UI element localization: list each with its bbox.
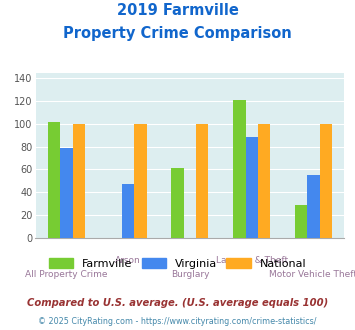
- Text: Property Crime Comparison: Property Crime Comparison: [63, 26, 292, 41]
- Text: 2019 Farmville: 2019 Farmville: [116, 3, 239, 18]
- Bar: [72, 124, 85, 238]
- Text: © 2025 CityRating.com - https://www.cityrating.com/crime-statistics/: © 2025 CityRating.com - https://www.city…: [38, 317, 317, 326]
- Bar: [48, 121, 60, 238]
- Bar: [246, 138, 258, 238]
- Text: Arson: Arson: [115, 256, 141, 265]
- Bar: [295, 205, 307, 238]
- Bar: [258, 124, 270, 238]
- Bar: [122, 184, 134, 238]
- Text: All Property Crime: All Property Crime: [25, 270, 108, 279]
- Bar: [60, 148, 72, 238]
- Bar: [171, 168, 184, 238]
- Bar: [233, 100, 246, 238]
- Text: Burglary: Burglary: [171, 270, 209, 279]
- Bar: [134, 124, 147, 238]
- Bar: [320, 124, 332, 238]
- Text: Compared to U.S. average. (U.S. average equals 100): Compared to U.S. average. (U.S. average …: [27, 298, 328, 308]
- Text: Larceny & Theft: Larceny & Theft: [215, 256, 288, 265]
- Bar: [307, 175, 320, 238]
- Bar: [196, 124, 208, 238]
- Text: Motor Vehicle Theft: Motor Vehicle Theft: [269, 270, 355, 279]
- Legend: Farmville, Virginia, National: Farmville, Virginia, National: [44, 253, 311, 273]
